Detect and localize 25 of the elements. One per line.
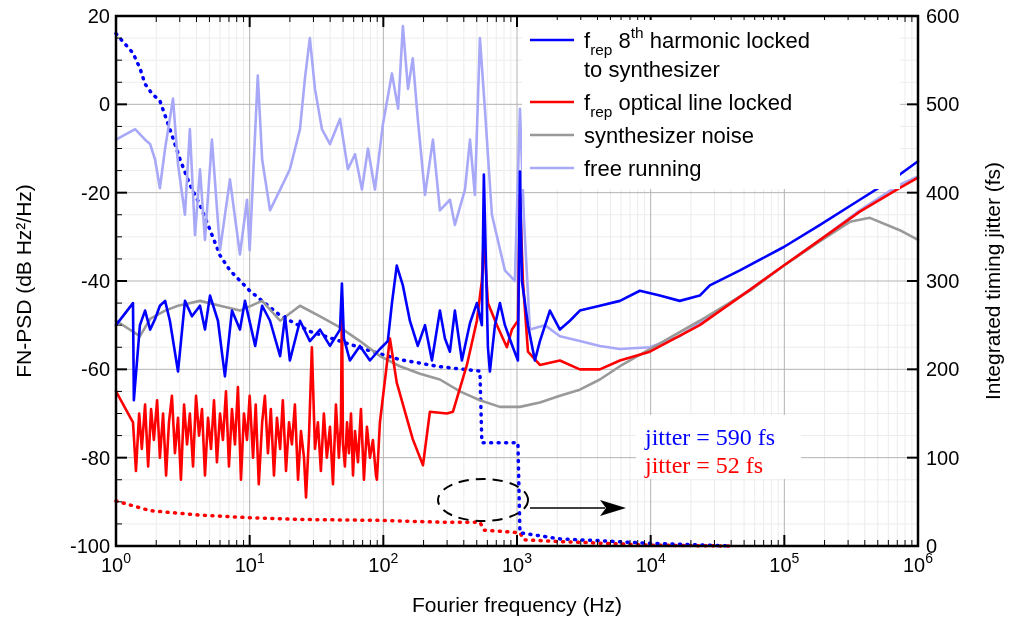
y2-tick-label: 100	[926, 446, 960, 469]
y2-tick-label: 400	[926, 181, 960, 204]
annotation: jitter = 590 fs	[644, 424, 776, 450]
y2-tick-label: 200	[926, 358, 960, 381]
y2-axis-title: Integrated timing jitter (fs)	[981, 161, 1004, 401]
x-tick-label: 10$^{3}$	[501, 550, 533, 576]
legend-label: synthesizer noise	[584, 123, 754, 148]
annotation: jitter = 52 fs	[644, 452, 764, 478]
legend-label: free running	[584, 156, 702, 181]
legend-label: f$_{rep}$ optical line locked	[584, 90, 793, 120]
y-tick-label: 20	[87, 5, 110, 27]
x-tick-label: 10$^{2}$	[368, 550, 399, 576]
x-tick-label: 10$^{1}$	[234, 550, 265, 576]
y-tick-label: 0	[98, 93, 110, 116]
y-tick-label: -80	[81, 446, 110, 469]
y2-tick-label: 500	[926, 93, 960, 116]
x-tick-label: 10$^{5}$	[769, 550, 800, 576]
y-tick-label: -20	[81, 181, 110, 204]
y-tick-label: -40	[81, 270, 110, 292]
y2-tick-label: 300	[926, 270, 960, 292]
y2-tick-label: 600	[926, 5, 960, 27]
y-tick-label: -60	[81, 358, 110, 381]
x-tick-label: 10$^{4}$	[635, 550, 666, 576]
x-axis-title: Fourier frequency (Hz)	[411, 593, 623, 616]
y-axis-title: FN-PSD (dB Hz²/Hz)	[12, 184, 35, 378]
